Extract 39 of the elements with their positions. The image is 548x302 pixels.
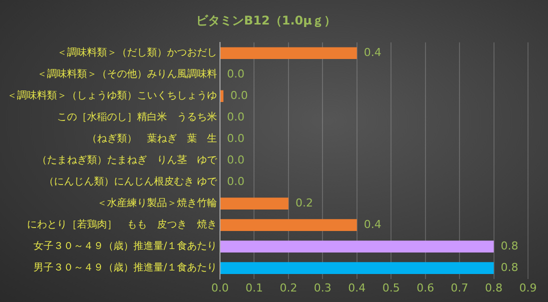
y-tick-label: 女子３０～４９（歳）推進量/１食あたり xyxy=(34,240,217,252)
x-tick-label: 0.6 xyxy=(416,281,434,294)
x-tick-label: 0.7 xyxy=(450,281,468,294)
y-tick-label: ＜調味料類＞（だし類）かつおだし xyxy=(57,46,217,59)
y-tick-label: ＜調味料類＞（しょうゆ類）こいくちしょうゆ xyxy=(7,90,217,102)
bar xyxy=(220,47,357,60)
x-tick-label: 0.9 xyxy=(519,281,537,294)
bar xyxy=(220,198,288,210)
data-label: 0.0 xyxy=(227,153,244,166)
y-tick-label: ＜水産練り製品＞焼き竹輪 xyxy=(97,197,217,210)
y-tick-label: （ねぎ類） 葉ねぎ 葉 生 xyxy=(87,132,217,145)
x-tick-label: 0.1 xyxy=(245,281,263,294)
data-label: 0.4 xyxy=(364,218,382,231)
bar xyxy=(220,90,224,102)
data-label: 0.0 xyxy=(227,67,244,80)
data-label: 0.0 xyxy=(230,88,248,102)
data-label: 0.0 xyxy=(227,174,244,188)
y-tick-label: ＜調味料類＞（その他）みりん風調味料 xyxy=(37,68,217,80)
chart-title: ビタミンB12（1.0μｇ） xyxy=(196,13,336,28)
data-label: 0.8 xyxy=(500,239,518,252)
y-tick-label: この［水稲のし］精白米 うるち米 xyxy=(57,111,217,124)
x-tick-label: 0.3 xyxy=(314,281,332,294)
y-tick-label: 男子３０～４９（歳）推進量/１食あたり xyxy=(34,262,217,274)
x-tick-label: 0.4 xyxy=(348,281,366,294)
data-label: 0.2 xyxy=(295,196,313,210)
data-label: 0.0 xyxy=(227,132,244,145)
y-tick-label: （にんじん類）にんじん根皮むき ゆで xyxy=(44,176,218,188)
data-label: 0.0 xyxy=(227,110,244,124)
data-label: 0.4 xyxy=(364,46,382,60)
x-tick-label: 0.5 xyxy=(382,281,400,294)
y-tick-label: にわとり［若鶏肉］ もも 皮つき 焼き xyxy=(27,218,217,231)
y-tick-label: （たまねぎ類）たまねぎ りん茎 ゆで xyxy=(37,154,218,166)
bar xyxy=(220,219,357,231)
x-tick-label: 0.0 xyxy=(211,281,229,294)
x-tick-label: 0.8 xyxy=(485,281,503,294)
data-label: 0.8 xyxy=(500,260,518,274)
bar xyxy=(220,262,494,274)
bar xyxy=(220,240,494,252)
x-tick-label: 0.2 xyxy=(280,281,298,294)
